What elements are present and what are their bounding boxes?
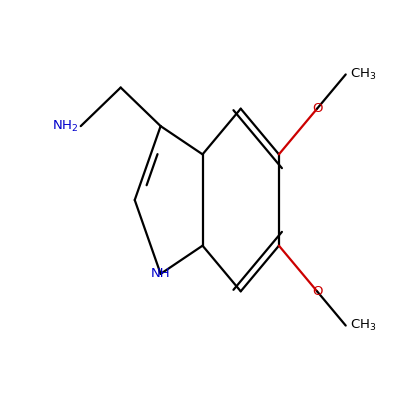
Text: CH$_3$: CH$_3$ — [350, 318, 376, 333]
Text: NH$_2$: NH$_2$ — [52, 118, 79, 134]
Text: O: O — [312, 102, 322, 115]
Text: CH$_3$: CH$_3$ — [350, 67, 376, 82]
Text: NH: NH — [151, 267, 170, 280]
Text: O: O — [312, 285, 322, 298]
